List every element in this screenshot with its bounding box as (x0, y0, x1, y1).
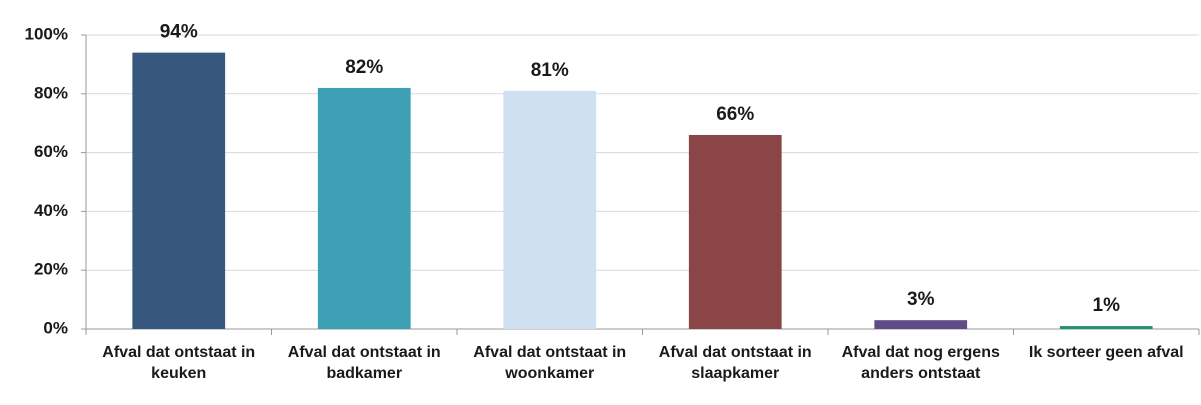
y-tick-label: 60% (34, 142, 68, 161)
x-tick-label: Afval dat nog ergens anders ontstaat (841, 344, 1000, 382)
value-label: 3% (907, 289, 935, 310)
value-label: 94% (160, 22, 198, 43)
x-tick-label: Ik sorteer geen afval (1028, 344, 1184, 361)
y-tick-label: 40% (34, 201, 68, 220)
y-tick-label: 0% (43, 318, 68, 337)
x-tick-label: Afval dat ontstaat in slaapkamer (658, 344, 812, 382)
value-label: 66% (716, 104, 754, 125)
y-tick-label: 80% (34, 83, 68, 102)
value-label: 81% (531, 60, 569, 81)
y-tick-label: 20% (34, 260, 68, 279)
bar (1059, 326, 1153, 329)
value-label: 1% (1093, 295, 1121, 316)
value-label: 82% (345, 57, 383, 78)
bar (874, 320, 968, 329)
x-tick-label: Afval dat ontstaat in badkamer (287, 344, 441, 382)
y-tick-label: 100% (25, 24, 68, 43)
bar (317, 87, 411, 329)
bar (132, 52, 226, 329)
x-tick-label: Afval dat ontstaat in woonkamer (473, 344, 627, 382)
bar (503, 90, 597, 329)
bar (688, 134, 782, 329)
x-tick-label: Afval dat ontstaat in keuken (102, 344, 256, 382)
